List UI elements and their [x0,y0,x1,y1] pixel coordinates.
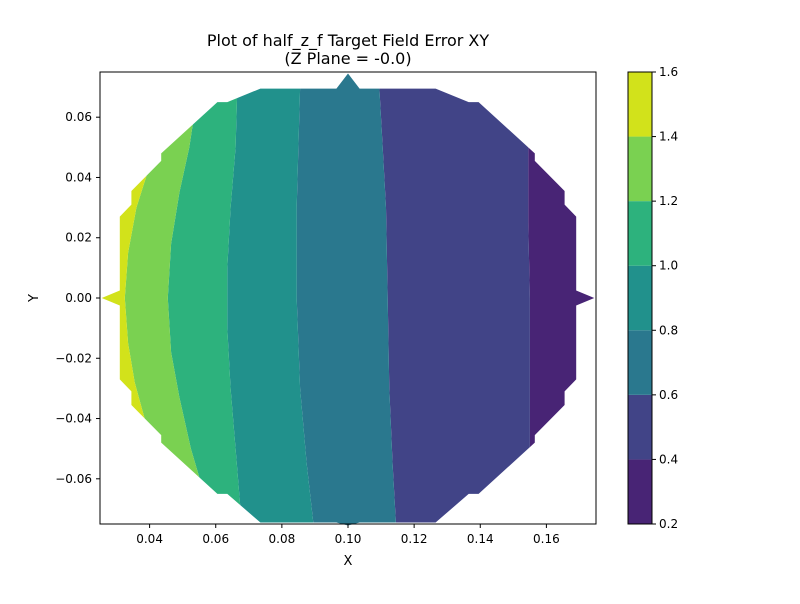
colorbar-band-4 [628,201,652,266]
colorbar-band-3 [628,265,652,331]
colorbar-frame [627,71,653,525]
colorbar-band-1 [628,394,652,460]
chart-subtitle: (Z Plane = -0.0) [284,49,411,68]
colorbar-tick-label-2: 0.6 [659,388,678,402]
x-tick-label-0: 0.04 [136,532,163,546]
y-tick-label-3: 0.00 [65,291,92,305]
colorbar-ticks: 0.2 0.4 0.6 0.8 1.0 1.2 1.4 1.6 [652,65,678,531]
contour-band-1 [379,73,530,526]
y-tick-label-0: 0.06 [65,110,92,124]
x-tick-label-4: 0.12 [401,532,428,546]
colorbar: 0.2 0.4 0.6 0.8 1.0 1.2 1.4 1.6 [627,65,678,531]
contour-band-2 [296,73,396,526]
colorbar-bands [628,72,652,524]
colorbar-band-2 [628,330,652,395]
chart-title: Plot of half_z_f Target Field Error XY [207,31,490,51]
colorbar-tick-label-3: 0.8 [659,323,678,337]
y-tick-label-4: −0.02 [55,351,92,365]
x-tick-label-6: 0.16 [533,532,560,546]
colorbar-tick-label-1: 0.4 [659,452,678,466]
y-tick-label-5: −0.04 [55,412,92,426]
contour-bands [101,73,595,526]
colorbar-tick-label-5: 1.2 [659,194,678,208]
colorbar-band-0 [628,459,652,524]
colorbar-tick-label-0: 0.2 [659,517,678,531]
y-axis-ticks: 0.06 0.04 0.02 0.00 −0.02 −0.04 −0.06 [55,110,100,486]
contour-band-3 [227,73,314,526]
contour-fill-group [101,73,595,526]
y-tick-label-2: 0.02 [65,231,92,245]
y-axis-label: Y [27,294,42,303]
x-tick-label-2: 0.08 [269,532,296,546]
x-axis-label: X [344,554,353,569]
y-tick-label-6: −0.06 [55,472,92,486]
x-tick-label-3: 0.10 [335,532,362,546]
colorbar-tick-label-7: 1.6 [659,65,678,79]
contour-band-0 [528,73,595,526]
colorbar-tick-label-4: 1.0 [659,259,678,273]
x-axis-ticks: 0.04 0.06 0.08 0.10 0.12 0.14 0.16 [136,524,560,546]
plot-area [101,73,595,526]
colorbar-band-5 [628,136,652,202]
y-tick-label-1: 0.04 [65,170,92,184]
colorbar-band-6 [628,72,652,137]
colorbar-tick-label-6: 1.4 [659,130,678,144]
x-tick-label-1: 0.06 [202,532,229,546]
contour-band-4 [167,73,241,526]
x-tick-label-5: 0.14 [467,532,494,546]
